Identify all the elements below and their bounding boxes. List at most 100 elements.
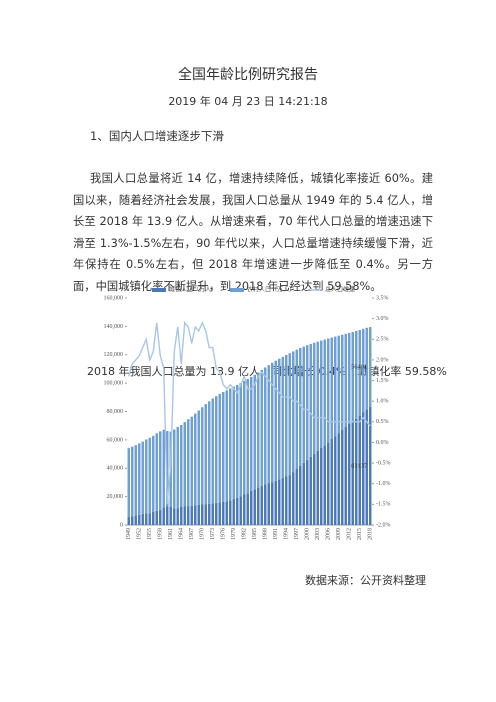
bar	[313, 453, 316, 525]
bar	[173, 508, 176, 525]
x-tick-label: 1985	[252, 528, 258, 540]
x-tick-label: 1949	[126, 528, 132, 540]
source-note: 数据来源：公开资料整理	[305, 574, 426, 587]
bar	[159, 431, 162, 510]
bar	[250, 490, 253, 525]
bar	[271, 362, 274, 483]
section-heading: 1、国内人口增速逐步下滑	[90, 129, 224, 143]
bar	[239, 496, 242, 525]
legend-label: 农村人口（万人）	[247, 285, 295, 293]
bar	[183, 422, 186, 507]
x-tick-label: 1973	[210, 528, 216, 540]
bar	[145, 513, 148, 525]
bar	[260, 485, 263, 525]
bar	[211, 398, 214, 504]
data-label: 56401	[351, 364, 367, 371]
bar	[362, 412, 365, 525]
x-tick-label: 1997	[294, 528, 300, 540]
bar	[316, 341, 319, 451]
bar	[218, 502, 221, 525]
bar	[159, 509, 162, 525]
bar	[197, 410, 200, 505]
bar	[281, 477, 284, 525]
bar	[138, 514, 141, 525]
bar	[309, 343, 312, 457]
bar	[334, 436, 337, 525]
bar	[152, 511, 155, 525]
x-tick-label: 2006	[326, 528, 332, 540]
bar	[204, 404, 207, 505]
bar	[264, 367, 267, 485]
bar	[299, 465, 302, 525]
y2-tick-label: -1.0%	[376, 481, 391, 487]
bar	[355, 418, 358, 525]
bar	[299, 347, 302, 466]
bar	[369, 327, 372, 408]
bar	[351, 331, 354, 422]
bar	[162, 507, 165, 525]
bar	[278, 358, 281, 480]
y-tick-label: 20,000	[107, 494, 124, 500]
bar	[239, 383, 242, 497]
y2-tick-label: 2.5%	[376, 337, 389, 343]
bar	[201, 504, 204, 525]
bar	[218, 393, 221, 503]
bar	[302, 346, 305, 463]
bar	[288, 475, 291, 525]
bar	[127, 448, 130, 517]
bar	[176, 508, 179, 525]
bar	[264, 484, 267, 525]
legend-label: 城镇人口（万人）	[169, 285, 217, 293]
x-tick-label: 1988	[263, 528, 269, 540]
bar	[169, 506, 172, 525]
x-tick-label: 1958	[158, 528, 164, 540]
bar	[208, 401, 211, 504]
legend-label: 总人口增速	[325, 285, 355, 293]
bar	[176, 426, 179, 509]
bar	[337, 335, 340, 434]
y2-tick-label: 3.5%	[376, 295, 389, 301]
x-tick-label: 1976	[221, 528, 227, 540]
y2-tick-label: 0.0%	[376, 440, 389, 446]
bar	[232, 386, 235, 499]
bar	[358, 415, 361, 525]
bar	[201, 407, 204, 505]
x-tick-label: 2015	[357, 528, 363, 540]
bar	[148, 437, 151, 514]
doc-date: 2019 年 04 月 23 日 14:21:18	[168, 95, 328, 108]
x-tick-label: 2003	[315, 528, 321, 540]
y-tick-label: 120,000	[104, 352, 124, 358]
x-tick-label: 2012	[347, 528, 353, 540]
bar	[134, 445, 137, 516]
x-tick-label: 1991	[273, 528, 279, 540]
bar	[320, 340, 323, 448]
x-tick-label: 1967	[189, 528, 195, 540]
bar	[288, 353, 291, 476]
bar	[190, 505, 193, 525]
bar	[295, 469, 298, 525]
bar	[348, 424, 351, 525]
y2-tick-label: 0.5%	[376, 419, 389, 425]
bar	[208, 503, 211, 525]
bar	[127, 516, 130, 525]
bar	[138, 443, 141, 515]
y-tick-label: 140,000	[104, 324, 124, 330]
bar	[365, 409, 368, 525]
bar	[197, 504, 200, 525]
bar	[274, 480, 277, 525]
chart: 0 20,000 40,000 60,000 80,000 100,000 120,000 1…	[104, 285, 391, 540]
x-tick-label: 1982	[242, 528, 248, 540]
bar	[250, 376, 253, 491]
bar	[292, 472, 295, 525]
bar	[341, 429, 344, 525]
bar	[358, 329, 361, 416]
y-tick-label: 0	[120, 522, 123, 528]
bar	[362, 328, 365, 413]
bar	[187, 419, 190, 507]
bar	[257, 487, 260, 525]
bar	[155, 510, 158, 525]
y2-tick-label: 1.0%	[376, 399, 389, 405]
bar	[281, 356, 284, 478]
bar	[295, 349, 298, 470]
bar	[246, 378, 249, 494]
